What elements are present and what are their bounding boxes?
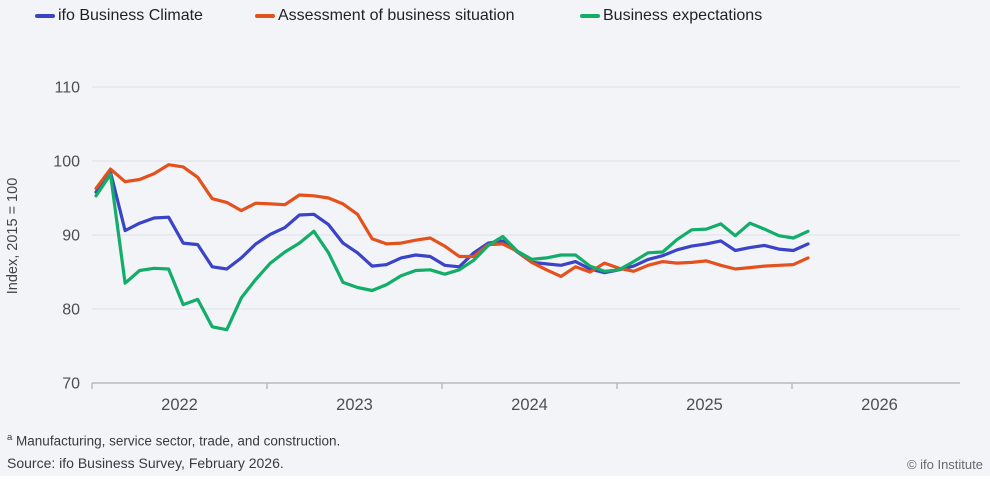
svg-text:100: 100: [53, 154, 80, 171]
svg-text:90: 90: [62, 228, 80, 245]
footnote-text: Manufacturing, service sector, trade, an…: [12, 433, 341, 449]
legend-label: Assessment of business situation: [278, 7, 515, 24]
legend-item-business-climate: ifo Business Climate: [35, 6, 203, 26]
legend-swatch-orange: [255, 14, 275, 18]
legend-label: ifo Business Climate: [58, 7, 203, 24]
chart-footnote: a Manufacturing, service sector, trade, …: [7, 432, 340, 449]
svg-text:2025: 2025: [686, 396, 723, 414]
svg-text:70: 70: [62, 376, 80, 393]
svg-text:2024: 2024: [511, 396, 548, 414]
footnote-marker: a: [7, 432, 13, 443]
legend-swatch-green: [580, 14, 600, 18]
svg-text:2023: 2023: [336, 396, 373, 414]
legend-swatch-blue: [35, 14, 55, 18]
legend-item-business-expectations: Business expectations: [580, 6, 762, 26]
chart-source: Source: ifo Business Survey, February 20…: [7, 455, 284, 471]
svg-text:2022: 2022: [161, 396, 198, 414]
bottom-divider: [0, 476, 990, 479]
svg-text:Index, 2015 = 100: Index, 2015 = 100: [5, 178, 21, 295]
legend-item-business-situation: Assessment of business situation: [255, 6, 515, 26]
svg-text:80: 80: [62, 302, 80, 319]
svg-text:110: 110: [54, 80, 80, 97]
svg-text:2026: 2026: [861, 396, 898, 414]
copyright-note: © ifo Institute: [906, 457, 983, 472]
legend-label: Business expectations: [603, 7, 763, 24]
